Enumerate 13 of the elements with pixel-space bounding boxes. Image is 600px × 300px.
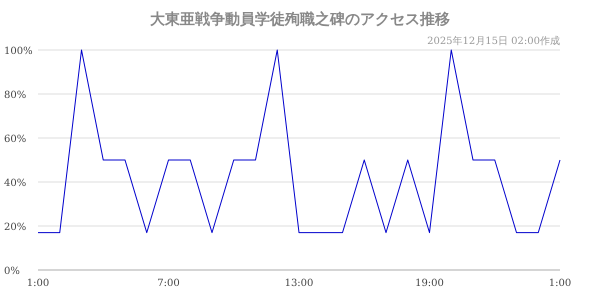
y-tick-label: 40% — [4, 178, 26, 189]
y-tick-label: 60% — [4, 134, 26, 145]
chart-subtitle: 2025年12月15日 02:00作成 — [427, 35, 560, 47]
x-tick-label: 19:00 — [415, 278, 444, 289]
y-tick-label: 20% — [4, 222, 26, 233]
x-tick-label: 7:00 — [157, 278, 180, 289]
y-tick-label: 100% — [4, 46, 33, 57]
chart-title: 大東亜戦争動員学徒殉職之碑のアクセス推移 — [150, 10, 450, 28]
y-tick-label: 80% — [4, 90, 26, 101]
x-tick-label: 1:00 — [548, 278, 572, 289]
x-tick-label: 1:00 — [26, 278, 50, 289]
y-tick-label: 0% — [4, 266, 20, 277]
x-tick-label: 13:00 — [284, 278, 314, 289]
